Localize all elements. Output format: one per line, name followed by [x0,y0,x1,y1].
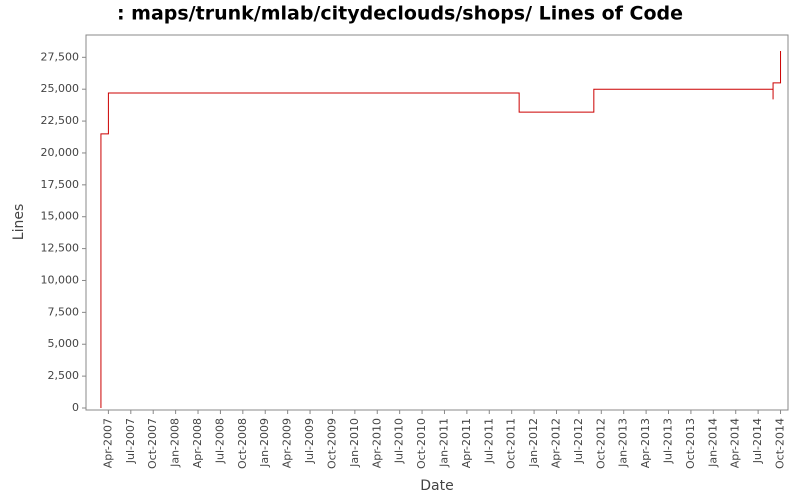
x-tick-label: Jan-2010 [348,418,361,468]
x-tick-label: Jul-2013 [662,418,675,464]
x-tick-label: Jan-2011 [437,418,450,468]
y-tick-label: 20,000 [41,146,80,159]
x-tick-label: Oct-2007 [146,418,159,469]
y-tick-label: 15,000 [41,210,80,223]
x-tick-label: Jul-2011 [482,418,495,464]
line-series [100,50,782,408]
y-tick-label: 7,500 [48,305,80,318]
x-tick-label: Jul-2008 [213,418,226,464]
y-tick-label: 10,000 [41,273,80,286]
x-tick-label: Jan-2009 [258,418,271,468]
x-tick-label: Jul-2007 [124,418,137,464]
y-tick-label: 12,500 [41,242,80,255]
y-tick-label: 27,500 [41,50,80,63]
y-tick-label: 22,500 [41,114,80,127]
y-axis-label: Lines [11,204,27,240]
x-tick-label: Jul-2012 [572,418,585,464]
x-tick-label: Jul-2014 [751,418,764,464]
x-tick-label: Jan-2008 [169,418,182,468]
x-tick-label: Oct-2013 [684,418,697,469]
x-tick-label: Oct-2009 [325,418,338,469]
x-tick-label: Apr-2007 [101,418,114,468]
x-tick-label: Apr-2013 [639,418,652,468]
x-axis-label: Date [420,478,453,494]
x-tick-label: Apr-2009 [281,418,294,468]
y-tick-label: 5,000 [48,337,80,350]
y-tick-label: 2,500 [48,369,80,382]
x-tick-label: Jan-2013 [617,418,630,468]
x-tick-label: Apr-2014 [729,418,742,468]
x-tick-label: Oct-2008 [236,418,249,469]
x-tick-label: Jan-2012 [527,418,540,468]
x-tick-label: Jul-2010 [393,418,406,464]
chart-title: : maps/trunk/mlab/citydeclouds/shops/ Li… [117,3,683,25]
x-tick-label: Apr-2011 [460,418,473,468]
x-tick-label: Apr-2010 [370,418,383,468]
y-tick-label: 25,000 [41,82,80,95]
x-tick-label: Apr-2008 [191,418,204,468]
y-tick-label: 0 [72,401,79,414]
plot-area [85,34,789,411]
x-tick-label: Apr-2012 [549,418,562,468]
x-tick-label: Oct-2011 [505,418,518,469]
x-tick-label: Oct-2010 [415,418,428,469]
x-tick-label: Oct-2012 [594,418,607,469]
x-tick-label: Jul-2009 [303,418,316,464]
x-tick-label: Oct-2014 [774,418,787,469]
x-tick-label: Jan-2014 [706,418,719,468]
y-tick-label: 17,500 [41,178,80,191]
